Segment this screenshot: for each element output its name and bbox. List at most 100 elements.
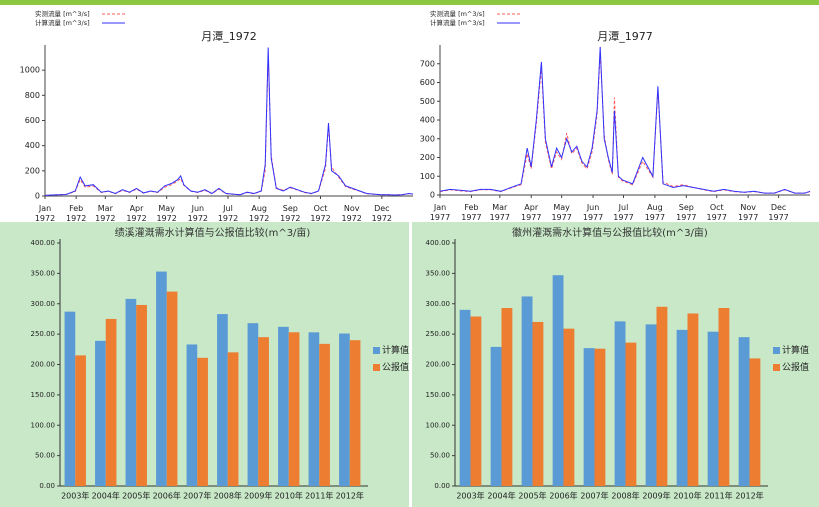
x-tick-label: 2009年 [642, 491, 670, 501]
x-tick-label: Mar 1977 [490, 203, 510, 222]
x-tick-label: 2007年 [183, 491, 211, 501]
bar [490, 346, 502, 486]
y-tick-label: 200.00 [31, 361, 56, 369]
bar [95, 340, 106, 486]
chart-title: 徽州灌溉需水计算值与公报值比较(m^3/亩) [512, 226, 708, 239]
bar [532, 321, 544, 486]
x-tick-label: 2012年 [735, 491, 763, 501]
y-tick-label: 300.00 [426, 300, 451, 308]
x-tick-label: May 1972 [156, 204, 176, 223]
bar [563, 328, 575, 486]
bar [75, 355, 86, 486]
bar [501, 308, 513, 486]
y-tick-label: 1000 [20, 66, 40, 75]
y-tick-label: 350.00 [31, 269, 56, 277]
y-tick-label: 300.00 [31, 300, 56, 308]
x-tick-label: Apr 1972 [126, 204, 146, 223]
bar [687, 313, 699, 486]
legend-swatch [773, 347, 780, 354]
series-line [44, 47, 414, 196]
y-tick-label: 0 [35, 192, 40, 201]
y-tick-label: 400 [420, 116, 435, 125]
bar [166, 291, 178, 486]
x-tick-label: 2004年 [487, 491, 515, 501]
x-tick-label: 2003年 [456, 491, 484, 501]
x-tick-label: Feb 1972 [66, 204, 86, 223]
y-tick-label: 150.00 [31, 391, 56, 399]
legend-swatch [773, 364, 780, 371]
bar [676, 329, 688, 486]
bar [645, 324, 657, 486]
bar [583, 348, 595, 486]
x-tick-label: 2008年 [214, 491, 242, 501]
x-tick-label: Apr 1977 [521, 203, 541, 222]
x-tick-label: 2006年 [549, 491, 577, 501]
chart-title: 月潭_1977 [597, 30, 653, 43]
y-tick-label: 0 [430, 191, 435, 200]
y-tick-label: 500 [420, 97, 435, 106]
x-tick-label: Jun 1977 [583, 203, 603, 222]
bar [64, 311, 76, 486]
y-tick-label: 50.00 [35, 452, 55, 460]
bar [470, 316, 482, 486]
bar [459, 309, 471, 486]
y-tick-label: 150.00 [426, 391, 451, 399]
series-line [439, 46, 811, 194]
bar [227, 352, 239, 486]
y-tick-label: 200 [25, 166, 40, 175]
x-tick-label: 2011年 [704, 491, 732, 501]
x-tick-label: Nov 1972 [341, 204, 361, 223]
y-tick-label: 200.00 [426, 361, 451, 369]
y-tick-label: 700 [420, 59, 435, 68]
panel-divider [409, 222, 412, 507]
top-bar [0, 0, 819, 5]
bar [278, 326, 289, 486]
x-tick-label: 2006年 [153, 491, 181, 501]
bar [319, 343, 330, 486]
bar [247, 323, 259, 486]
legend-swatch [373, 364, 380, 371]
x-tick-label: 2010年 [275, 491, 303, 501]
chart-title: 绩溪灌溉需水计算值与公报值比较(m^3/亩) [115, 226, 311, 239]
legend-label: 计算值 [782, 344, 809, 356]
x-tick-label: 2011年 [305, 491, 333, 501]
bar [105, 318, 117, 486]
x-tick-label: 2004年 [92, 491, 120, 501]
legend-label: 公报值 [782, 361, 809, 373]
bar [738, 337, 750, 486]
bar [552, 275, 564, 486]
x-tick-label: 2008年 [611, 491, 639, 501]
bar [521, 296, 533, 486]
x-tick-label: Sep 1977 [676, 203, 696, 222]
bar [136, 304, 147, 486]
x-tick-label: Feb 1977 [461, 203, 481, 222]
x-tick-label: Jan 1977 [430, 203, 450, 222]
x-tick-label: Jan 1972 [35, 204, 55, 223]
x-tick-label: Dec 1977 [768, 203, 788, 222]
bar [625, 342, 637, 486]
x-tick-label: 2005年 [518, 491, 546, 501]
y-tick-label: 200 [420, 153, 435, 162]
x-tick-label: Aug 1977 [645, 203, 665, 222]
bar [594, 348, 606, 486]
bar [156, 271, 167, 486]
x-tick-label: Aug 1972 [249, 204, 269, 223]
y-tick-label: 400 [25, 141, 40, 150]
x-tick-label: May 1977 [551, 203, 571, 222]
legend-label: 计算值 [382, 344, 409, 356]
x-tick-label: 2003年 [61, 491, 89, 501]
legend-label: 计算流量 [m^3/s] [430, 18, 485, 27]
legend-label: 实测流量 [m^3/s] [35, 9, 90, 18]
bar [349, 340, 361, 486]
x-tick-label: 2007年 [580, 491, 608, 501]
bar [125, 298, 137, 486]
y-tick-label: 400.00 [31, 239, 56, 247]
x-tick-label: Sep 1972 [280, 204, 300, 223]
bar [217, 314, 228, 486]
bar [339, 333, 350, 486]
bar [718, 308, 730, 486]
x-tick-label: Jul 1977 [613, 203, 633, 222]
y-tick-label: 250.00 [31, 330, 56, 338]
y-tick-label: 600 [420, 78, 435, 87]
